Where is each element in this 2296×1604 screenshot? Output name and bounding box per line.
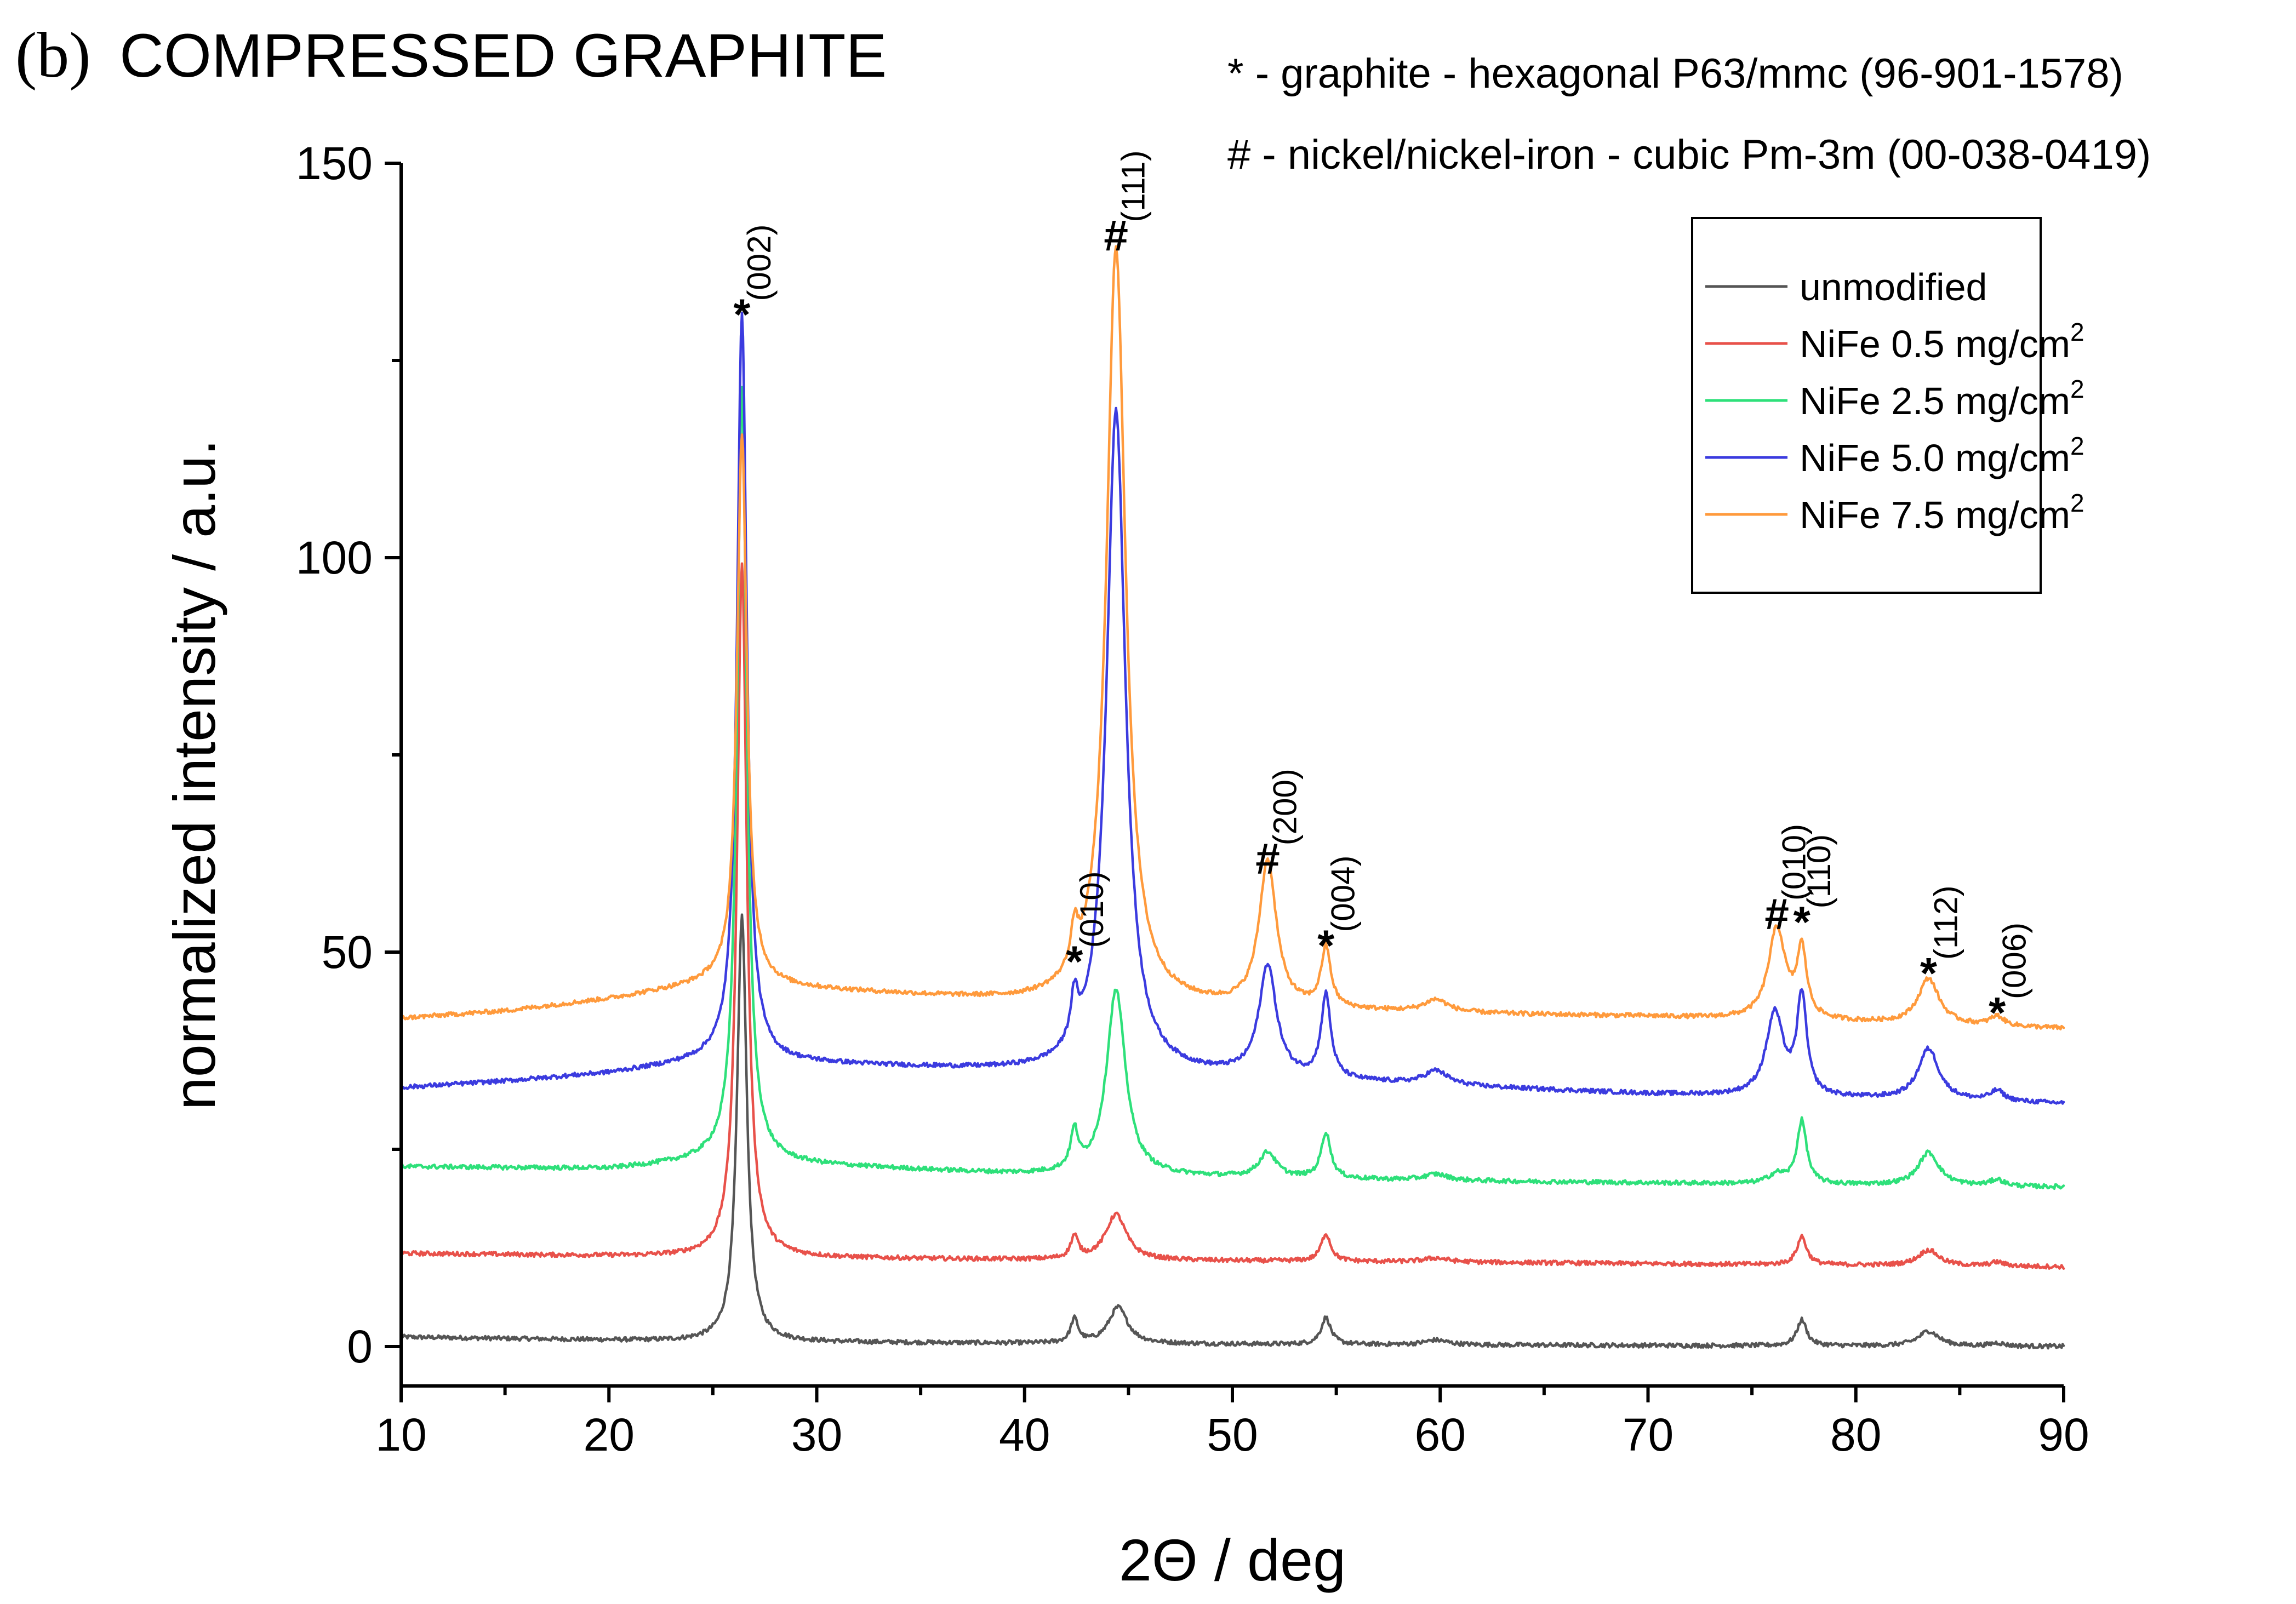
x-tick-label: 70: [1623, 1409, 1674, 1460]
peak-marker: *: [1794, 897, 1811, 946]
peak-marker: #: [1104, 211, 1128, 260]
series-line-4: [399, 245, 2065, 1030]
y-axis-label: normalized intensity / a.u.: [161, 439, 227, 1110]
legend: unmodified NiFe 0.5 mg/cm2 NiFe 2.5 mg/cm2…: [1691, 217, 2084, 594]
y-tick-label: 100: [296, 532, 373, 583]
series-line-1: [399, 562, 2065, 1270]
series-line-3: [399, 311, 2065, 1105]
x-tick-label: 20: [584, 1409, 635, 1460]
peak-marker: *: [733, 290, 751, 339]
peak-hkl-label: (112): [1927, 885, 1964, 960]
x-tick-label: 30: [791, 1409, 842, 1460]
note-nickel: # - nickel/nickel-iron - cubic Pm-3m (00…: [1227, 131, 2151, 178]
legend-label: NiFe 0.5 mg/cm2: [1800, 318, 2084, 365]
panel-label: (b): [15, 19, 91, 91]
x-tick-label: 40: [999, 1409, 1050, 1460]
x-tick-label: 50: [1207, 1409, 1258, 1460]
peak-marker: #: [1255, 834, 1280, 883]
peak-hkl-label: (111): [1115, 150, 1152, 222]
x-tick-label: 10: [375, 1409, 426, 1460]
peak-hkl-label: (010): [1073, 871, 1110, 948]
peak-marker: #: [1764, 890, 1789, 938]
peak-annotations: *(002)*(010)#(111)#(200)*(004) #(010)*(11…: [733, 150, 2032, 1037]
peak-marker: *: [1920, 949, 1938, 998]
x-tick-label: 60: [1415, 1409, 1466, 1460]
peak-hkl-label: (006): [1996, 923, 2033, 999]
legend-box: [1691, 217, 2042, 594]
series-line-2: [399, 386, 2065, 1190]
peak-marker: *: [1317, 921, 1335, 970]
x-axis-label: 2Θ / deg: [1119, 1527, 1346, 1593]
peak-hkl-label: (004): [1325, 856, 1362, 932]
peak-marker: *: [1989, 988, 2006, 1037]
x-tick-label: 90: [2038, 1409, 2089, 1460]
chart-title: COMPRESSED GRAPHITE: [119, 21, 887, 90]
x-tick-label: 80: [1830, 1409, 1881, 1460]
peak-hkl-label: (002): [741, 225, 778, 301]
y-tick-label: 50: [322, 926, 373, 978]
peak-marker: *: [1066, 937, 1083, 986]
note-graphite: * - graphite - hexagonal P63/mmc (96-901…: [1227, 50, 2123, 97]
peak-hkl-label: (200): [1266, 769, 1303, 845]
legend-label: NiFe 2.5 mg/cm2: [1800, 375, 2084, 422]
peak-hkl-label: (010): [1776, 824, 1813, 901]
series-layer: [399, 245, 2065, 1350]
legend-label: unmodified: [1800, 266, 1987, 308]
y-tick-label: 150: [296, 138, 373, 189]
legend-label: NiFe 5.0 mg/cm2: [1800, 432, 2084, 479]
series-line-0: [399, 913, 2065, 1350]
ticks: 10 20 30 40 50 60 70 80 90 0 50 100 150: [296, 138, 2089, 1460]
y-tick-label: 0: [347, 1321, 373, 1372]
legend-label: NiFe 7.5 mg/cm2: [1800, 489, 2084, 536]
peak-hkl-label: (110): [1801, 834, 1837, 909]
